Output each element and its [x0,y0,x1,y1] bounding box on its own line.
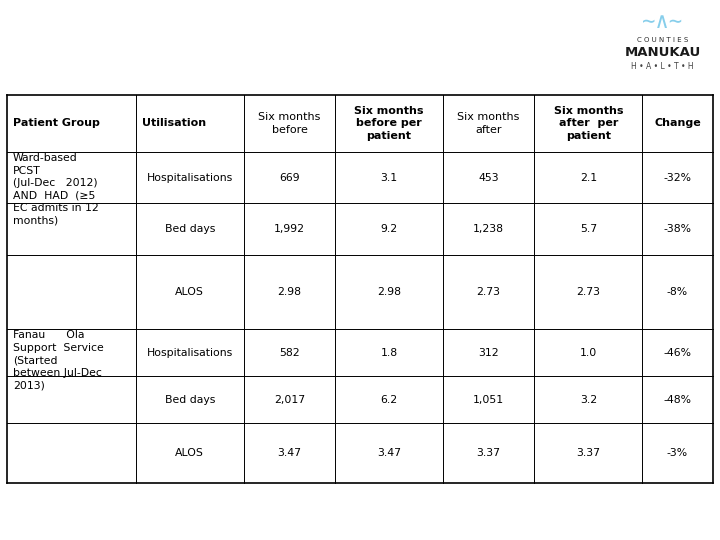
Text: 2.98: 2.98 [377,287,401,297]
Text: Ward-based
PCST
(Jul-Dec   2012)
AND  HAD  (≥5
EC admits in 12
months): Ward-based PCST (Jul-Dec 2012) AND HAD (… [13,153,99,225]
Text: Number of hospitalisations, bed days and average length of stay to CM Health fac: Number of hospitalisations, bed days and… [9,3,589,39]
Text: 2,017: 2,017 [274,395,305,405]
Text: 312: 312 [478,348,499,358]
Text: 1,238: 1,238 [473,224,504,234]
Text: -3%: -3% [667,448,688,458]
Text: 2.73: 2.73 [576,287,600,297]
Text: 9.2: 9.2 [380,224,397,234]
Text: 1,051: 1,051 [473,395,504,405]
Text: 1.0: 1.0 [580,348,597,358]
Text: -46%: -46% [664,348,691,358]
Text: Hospitalisations: Hospitalisations [147,348,233,358]
Text: Fanau      Ola
Support  Service
(Started
between Jul-Dec
2013): Fanau Ola Support Service (Started betwe… [13,330,104,390]
Text: Utilisation: Utilisation [142,118,206,129]
Text: 3.47: 3.47 [277,448,302,458]
Text: 3.47: 3.47 [377,448,401,458]
Text: 2.98: 2.98 [277,287,302,297]
Text: Bed days: Bed days [165,395,215,405]
Text: -8%: -8% [667,287,688,297]
Text: Six months
before per
patient: Six months before per patient [354,106,424,141]
Text: 3.37: 3.37 [576,448,600,458]
Text: Six months
after  per
patient: Six months after per patient [554,106,623,141]
Text: Six months
after: Six months after [457,112,520,134]
Text: 2.73: 2.73 [477,287,500,297]
Text: Six months
before: Six months before [258,112,320,134]
Text: -32%: -32% [664,173,691,183]
Text: 3.2: 3.2 [580,395,597,405]
Text: Bed days: Bed days [165,224,215,234]
Text: ALOS: ALOS [176,287,204,297]
Text: 582: 582 [279,348,300,358]
Text: 3.1: 3.1 [380,173,397,183]
Text: ALOS: ALOS [176,448,204,458]
Text: C O U N T I E S: C O U N T I E S [636,37,688,43]
Text: 1,992: 1,992 [274,224,305,234]
Text: 3.37: 3.37 [477,448,500,458]
Text: 2.1: 2.1 [580,173,597,183]
Text: Patient Group: Patient Group [13,118,99,129]
Text: ∼∧∼: ∼∧∼ [642,12,683,32]
Text: H • A • L • T • H: H • A • L • T • H [631,63,693,71]
Text: MANUKAU: MANUKAU [624,46,701,59]
Text: -48%: -48% [664,395,691,405]
Text: 5.7: 5.7 [580,224,597,234]
Text: Hospitalisations: Hospitalisations [147,173,233,183]
Text: 6.2: 6.2 [380,395,397,405]
Text: Change: Change [654,118,701,129]
Text: -38%: -38% [664,224,691,234]
Text: 453: 453 [478,173,499,183]
Text: 669: 669 [279,173,300,183]
Text: 1.8: 1.8 [380,348,397,358]
